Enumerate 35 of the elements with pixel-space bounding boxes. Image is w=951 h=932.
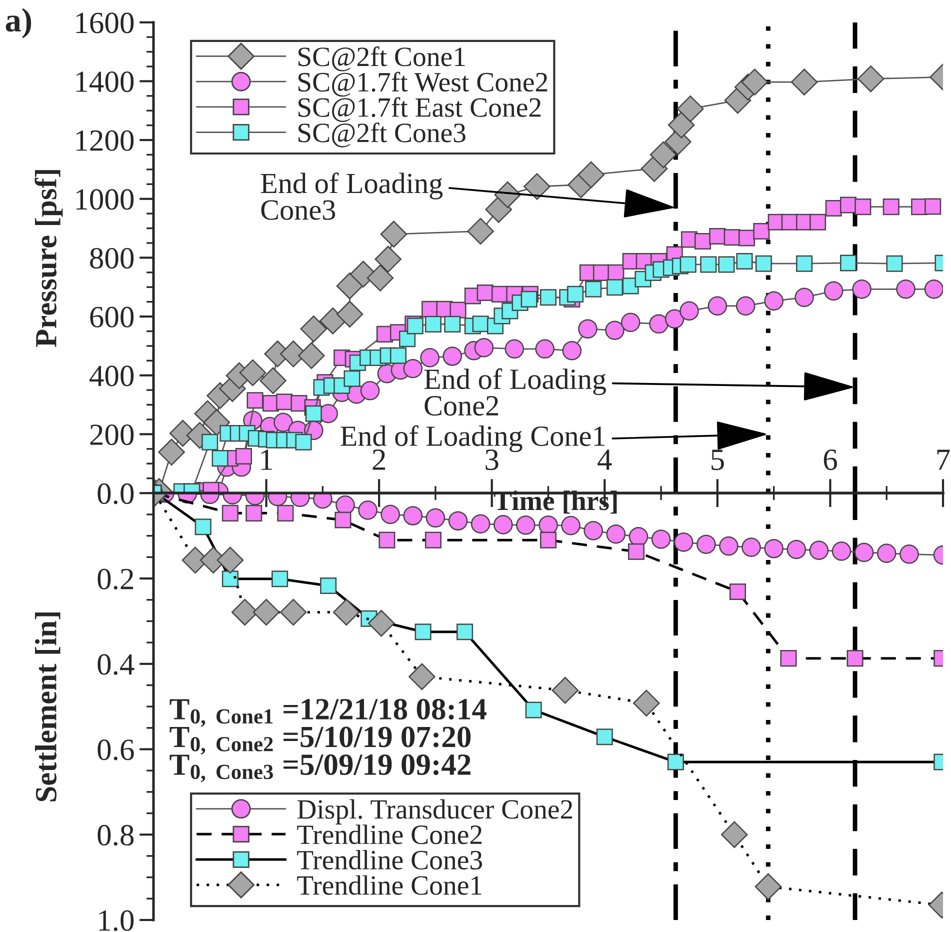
legend-label: SC@1.7ft East Cone2 — [298, 97, 541, 122]
y-tick-label: 1000 — [76, 189, 134, 210]
annotation: T$_{0, Cone2}$ =5/10/19 07:20 — [170, 726, 471, 754]
legend-label: SC@2ft Cone3 — [298, 122, 466, 148]
y-tick-label: 200 — [90, 424, 134, 446]
x-tick-label: 1 — [261, 450, 272, 470]
legend-label: Trendline Cone3 — [297, 850, 482, 870]
y-tick-label: 1200 — [76, 130, 134, 151]
y-tick-label: 0.8 — [98, 824, 134, 846]
y-tick-label: 0.2 — [98, 568, 134, 590]
annotation: End of Loading Cone3 — [260, 172, 443, 220]
y-tick-label: 1600 — [76, 12, 134, 34]
y-tick-label: 0.4 — [98, 654, 134, 675]
legend-label: Displ. Transducer Cone2 — [297, 799, 572, 824]
x-tick-label: 6 — [824, 450, 837, 470]
annotation: T$_{0, Cone1}$ =12/21/18 08:14 — [170, 698, 486, 727]
y-tick-label: 1400 — [76, 71, 134, 92]
y-axis-title: Pressure [psf] — [34, 170, 63, 348]
y-tick-label: 800 — [90, 248, 134, 269]
annotation: End of Loading Cone2 — [424, 368, 606, 416]
y-tick-label: 0.0 — [98, 483, 134, 504]
y-tick-label: 1.0 — [99, 910, 134, 932]
x-tick-label: 4 — [598, 450, 612, 470]
y-axis-title: Settlement [in] — [34, 612, 60, 802]
legend-label: SC@2ft Cone1 — [298, 46, 465, 72]
legend-label: SC@1.7ft West Cone2 — [298, 72, 548, 97]
y-tick-label: 600 — [90, 306, 134, 328]
x-tick-label: 7 — [937, 450, 950, 470]
y-tick-label: 0.6 — [98, 740, 134, 760]
x-tick-label: 5 — [712, 450, 724, 470]
legend-label: Trendline Cone1 — [297, 875, 482, 895]
y-tick-label: 400 — [90, 366, 134, 386]
annotation: T$_{0, Cone3}$ =5/09/19 09:42 — [170, 754, 470, 782]
text: a) — [6, 8, 32, 38]
legend-label: Trendline Cone2 — [297, 824, 482, 844]
